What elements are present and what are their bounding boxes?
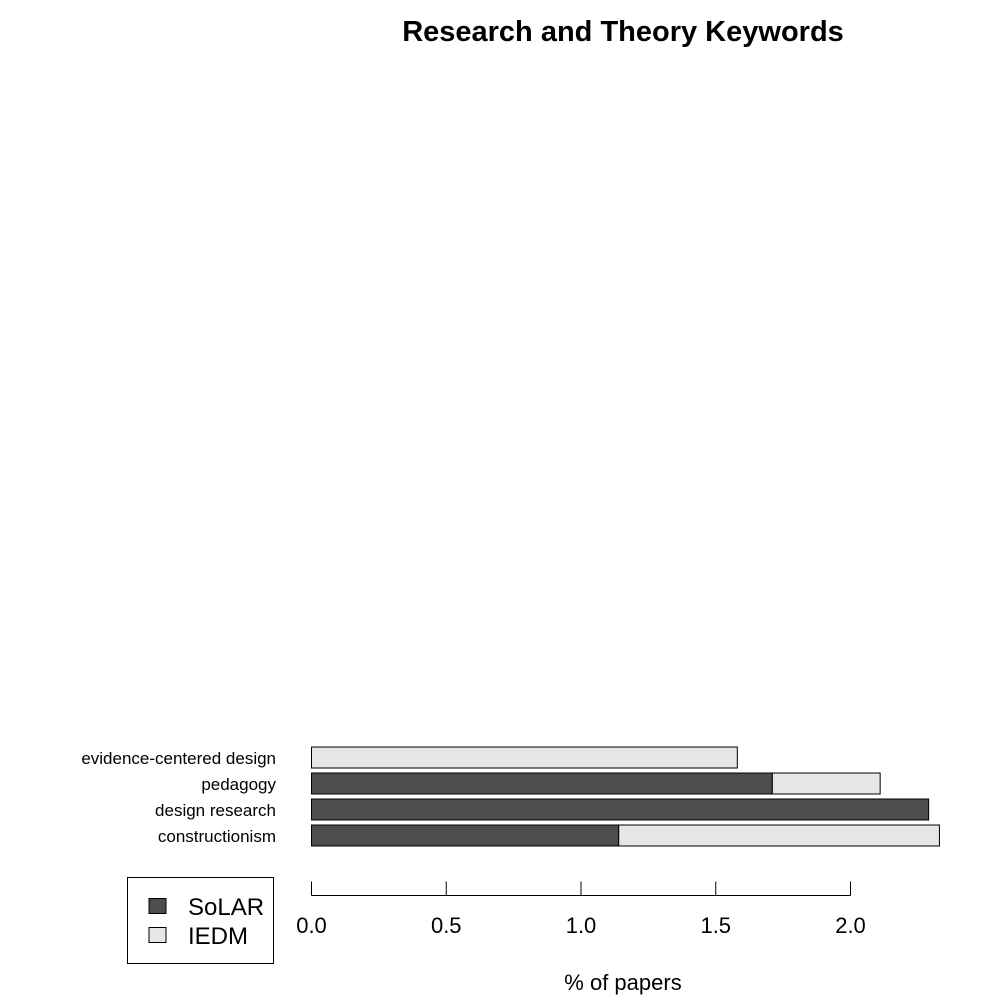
legend: SoLAR IEDM [127,877,274,964]
x-tick-label-0: 0.0 [296,913,327,938]
x-axis-title: % of papers [564,970,681,995]
bar-iedm-constructionism [618,824,940,847]
category-label-pedagogy: pedagogy [201,775,276,794]
category-label-design-research: design research [155,801,276,820]
chart-title: Research and Theory Keywords [402,16,844,48]
bar-solar-constructionism [311,824,620,847]
legend-box [127,877,274,964]
bar-iedm-evidence-centered-design [311,746,738,769]
legend-swatch-iedm [148,927,167,943]
bar-solar-pedagogy [311,772,773,795]
legend-label-iedm: IEDM [188,923,248,950]
legend-label-solar: SoLAR [188,894,264,921]
x-tick-label-3: 1.5 [700,913,731,938]
category-label-evidence-centered-design: evidence-centered design [81,749,276,768]
x-axis: 0.0 0.5 1.0 1.5 2.0 [296,881,866,938]
legend-swatch-solar [148,898,167,914]
x-tick-label-4: 2.0 [835,913,866,938]
category-labels: evidence-centered design pedagogy design r… [81,749,276,846]
category-label-constructionism: constructionism [158,827,276,846]
bar-iedm-pedagogy [771,772,881,795]
x-tick-label-2: 1.0 [566,913,597,938]
bars-group [311,746,940,847]
bar-solar-design-research [311,798,930,821]
x-tick-label-1: 0.5 [431,913,462,938]
